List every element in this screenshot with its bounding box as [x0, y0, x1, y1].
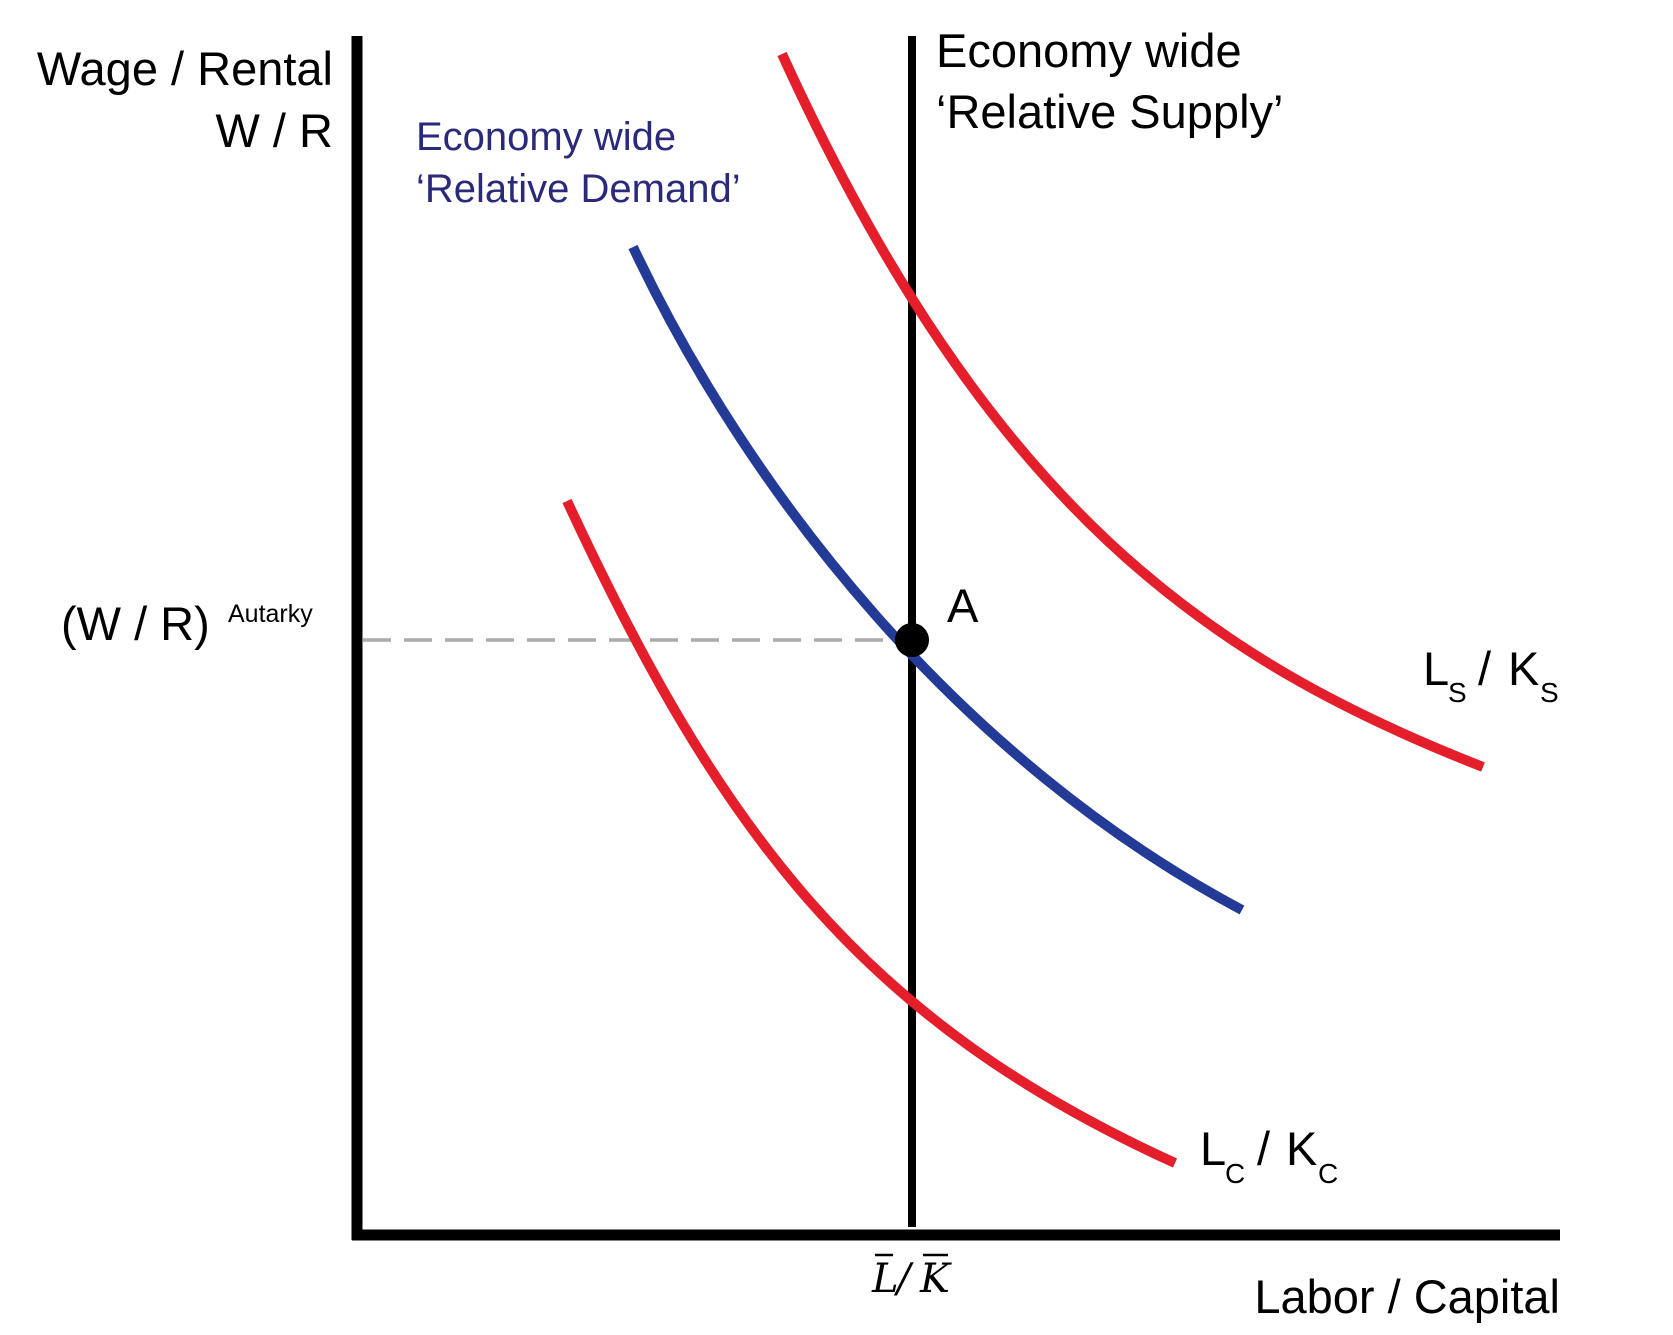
- wr-autarky-label: (W / R): [61, 597, 210, 650]
- ls-ks-label-K-sub: S: [1540, 677, 1559, 708]
- lc-kc-label: L C / K C: [1200, 1122, 1338, 1189]
- ls-ks-label: L S / K S: [1423, 642, 1559, 708]
- lc-kc-label-K: K: [1286, 1122, 1317, 1175]
- ls-ks-label-K: K: [1508, 642, 1539, 695]
- point-a-marker: [895, 623, 929, 657]
- relative-supply-label-line2: ‘Relative Supply’: [936, 85, 1283, 138]
- ls-ks-label-slash: /: [1478, 642, 1492, 695]
- wr-autarky-superscript: Autarky: [228, 600, 313, 628]
- relative-demand-label-line1: Economy wide: [416, 115, 676, 159]
- lc-kc-curve: [562, 498, 1178, 1168]
- relative-demand-curve: [628, 244, 1245, 915]
- tick-label-L: L: [871, 1256, 899, 1302]
- ls-ks-label-L-sub: S: [1448, 677, 1467, 708]
- ls-ks-label-L: L: [1423, 642, 1449, 695]
- lc-kc-label-K-sub: C: [1318, 1158, 1338, 1189]
- x-axis-label: Labor / Capital: [1254, 1270, 1560, 1323]
- tick-label-slash: /: [893, 1256, 914, 1302]
- lc-kc-label-slash: /: [1257, 1122, 1271, 1175]
- y-axis-label-line2: W / R: [216, 104, 333, 157]
- point-a-label: A: [947, 579, 979, 632]
- tick-label-K: K: [919, 1256, 952, 1302]
- lc-kc-label-L: L: [1200, 1122, 1226, 1175]
- relative-demand-label-line2: ‘Relative Demand’: [416, 167, 741, 211]
- lbar-kbar-tick-label: L / K: [871, 1253, 952, 1302]
- relative-supply-label-line1: Economy wide: [936, 24, 1242, 77]
- ls-ks-curve: [777, 51, 1485, 772]
- y-axis-label-line1: Wage / Rental: [37, 42, 333, 95]
- lc-kc-label-L-sub: C: [1225, 1158, 1245, 1189]
